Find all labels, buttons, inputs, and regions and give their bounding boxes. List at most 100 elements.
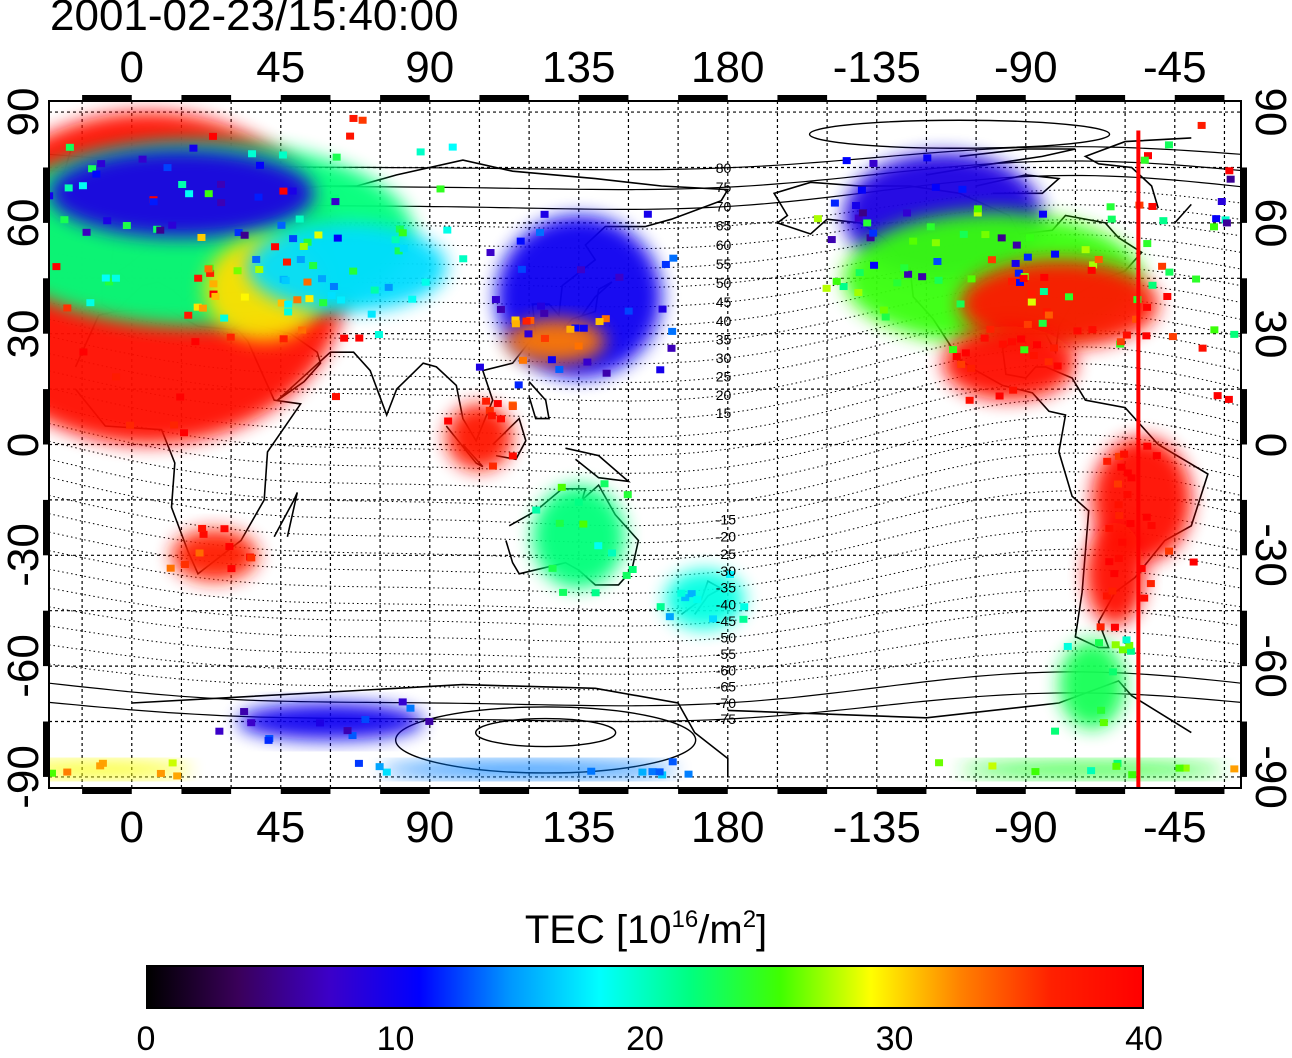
tec-speck (1029, 351, 1038, 359)
frame-bar-bottom (777, 788, 828, 794)
tec-speck (226, 333, 235, 341)
tec-speck (1073, 327, 1082, 335)
tec-speck (105, 278, 114, 286)
tec-speck (574, 498, 583, 506)
tec-speck (1192, 275, 1201, 283)
tec-speck (998, 340, 1007, 348)
tec-speck (343, 727, 352, 735)
tec-speck (421, 278, 430, 286)
magnetic-contour (49, 415, 1241, 492)
tec-speck (980, 334, 989, 342)
tec-speck (112, 373, 121, 381)
contour-label: 25 (716, 369, 732, 385)
colorbar-tick: 30 (875, 1020, 914, 1058)
tec-speck (358, 116, 367, 124)
tec-speck (284, 300, 293, 308)
tec-speck (319, 299, 328, 307)
tec-speck (1123, 469, 1132, 477)
tec-speck (607, 549, 616, 557)
tec-speck (1222, 219, 1231, 227)
tec-speck (217, 199, 226, 207)
tec-speck (331, 198, 340, 206)
frame-bar-bottom (578, 788, 629, 794)
tec-speck (398, 229, 407, 237)
frame-bar-top (876, 95, 927, 101)
tec-speck (194, 274, 203, 282)
tec-speck (1147, 522, 1156, 530)
tec-speck (370, 286, 379, 294)
tec-speck (216, 180, 225, 188)
tec-speck (240, 293, 249, 301)
tec-speck (1217, 198, 1226, 206)
tec-speck (1108, 668, 1117, 676)
tec-speck (1020, 346, 1029, 354)
tec-speck (425, 717, 434, 725)
lon-tick-top: 90 (405, 43, 455, 92)
frame-bar-top (1174, 95, 1225, 101)
tec-speck (623, 491, 632, 499)
lat-tick-right: 30 (1246, 309, 1292, 359)
tec-speck (195, 549, 204, 557)
tec-speck (987, 256, 996, 264)
contour-labels-group: 80 75 70 65 60 55 50 45 40 35 30 25 20 15 -15 -20-25-30… (716, 160, 736, 727)
tec-speck (303, 238, 312, 246)
colorbar-title-exponent-1: 16 (671, 906, 699, 933)
frame-bar-left (43, 499, 49, 556)
contour-label: 70 (716, 198, 732, 214)
tec-speck (830, 199, 839, 207)
tec-speck (957, 360, 966, 368)
tec-speck (577, 266, 586, 274)
tec-speck (248, 150, 257, 158)
tec-station-points (49, 114, 1239, 780)
tec-speck (295, 215, 304, 223)
contour-label: -60 (716, 662, 736, 678)
magnetic-contour (49, 509, 1241, 577)
tec-speck (298, 326, 307, 334)
frame-bar-top (976, 95, 1026, 101)
lat-tick-left: 90 (0, 87, 48, 137)
tec-speck (348, 732, 357, 740)
tec-speck (399, 244, 408, 252)
tec-speck (1146, 580, 1155, 588)
tec-speck (1181, 764, 1190, 772)
tec-speck (233, 267, 242, 275)
tec-speck (1143, 240, 1152, 248)
tec-speck (225, 543, 234, 551)
tec-speck (443, 226, 452, 234)
tec-speck (156, 769, 165, 777)
tec-speck (628, 565, 637, 573)
tec-speck (1120, 450, 1129, 458)
tec-speck (1123, 491, 1132, 499)
tec-speck (952, 353, 961, 361)
frame-bar-left (43, 721, 49, 777)
colorbar (146, 965, 1144, 1009)
lat-tick-right: 60 (1246, 198, 1292, 248)
contour-label: 20 (716, 387, 732, 403)
tec-speck (277, 221, 286, 229)
lat-tick-right: -60 (1246, 634, 1292, 698)
tec-speck (1127, 474, 1136, 482)
tec-speck (839, 283, 848, 291)
tec-speck (1011, 259, 1020, 267)
tec-patch (943, 326, 1076, 401)
tec-speck (206, 269, 215, 277)
tec-speck (1118, 538, 1127, 546)
tec-speck (931, 183, 940, 191)
lon-tick-top: 180 (691, 43, 765, 92)
tec-speck (681, 594, 690, 602)
tec-speck (293, 296, 302, 304)
tec-speck (869, 229, 878, 237)
tec-speck (571, 324, 580, 332)
frame-bar-bottom (678, 788, 728, 794)
tec-speck (863, 219, 872, 227)
tec-speck (1122, 636, 1131, 644)
lon-tick-top: -45 (1142, 43, 1207, 92)
frame-bar-bottom (280, 788, 331, 794)
lat-tick-left: -90 (0, 745, 48, 809)
tec-speck (1051, 250, 1060, 258)
magnetic-contour (49, 380, 1241, 456)
contour-label: 35 (716, 332, 732, 348)
contour-label: 50 (716, 275, 732, 291)
tec-speck (961, 349, 970, 357)
tec-speck (176, 393, 185, 401)
